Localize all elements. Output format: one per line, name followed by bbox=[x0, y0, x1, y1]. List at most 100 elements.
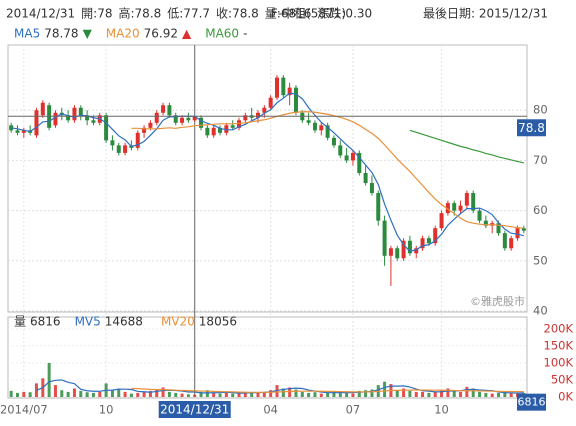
volume-bar bbox=[294, 389, 298, 397]
candle-body bbox=[388, 248, 393, 256]
candle-body bbox=[287, 87, 292, 96]
legend-trend: ▼ bbox=[83, 27, 93, 41]
volume-bar bbox=[231, 393, 235, 397]
volume-bar bbox=[237, 392, 241, 397]
volume-label: 量 bbox=[14, 315, 26, 329]
legend-name: MV5 bbox=[75, 315, 101, 329]
volume-bar bbox=[459, 391, 463, 397]
candle-body bbox=[135, 132, 140, 148]
candle-body bbox=[376, 193, 381, 221]
volume-bar bbox=[47, 362, 51, 397]
volume-bar bbox=[123, 391, 127, 397]
candle-body bbox=[414, 248, 419, 254]
candle-body bbox=[452, 203, 457, 211]
volume-bar bbox=[433, 391, 437, 397]
candle-body bbox=[268, 97, 273, 108]
candle-body bbox=[21, 130, 26, 133]
volume-bar bbox=[91, 392, 95, 397]
y-tick-label: 40 bbox=[533, 304, 548, 318]
watermark: ©雅虎股市 bbox=[470, 294, 525, 308]
candle-body bbox=[426, 238, 431, 244]
volume-bar bbox=[15, 392, 19, 397]
volume-bar bbox=[395, 390, 399, 397]
candle-body bbox=[312, 122, 317, 131]
volume-bar bbox=[129, 393, 133, 397]
volume-bar bbox=[256, 392, 260, 397]
ma-line bbox=[131, 387, 524, 393]
volume-bar bbox=[174, 392, 178, 397]
candle-body bbox=[173, 115, 178, 123]
volume-bar bbox=[288, 387, 292, 397]
candle-body bbox=[123, 145, 128, 153]
candle-body bbox=[458, 205, 463, 211]
candle-body bbox=[85, 115, 90, 121]
volume-bar bbox=[79, 390, 83, 397]
volume-bar bbox=[28, 392, 32, 397]
info-item: 開:78 bbox=[81, 7, 112, 21]
candle-body bbox=[237, 120, 242, 128]
volume-bar bbox=[9, 390, 13, 397]
volume-bar bbox=[446, 388, 450, 397]
candle-body bbox=[91, 120, 96, 123]
x-tick-label: 07 bbox=[346, 403, 361, 417]
volume-value: 6816 bbox=[30, 315, 61, 329]
volume-bar bbox=[357, 390, 361, 397]
volume-bar bbox=[148, 390, 152, 397]
volume-bar bbox=[53, 385, 57, 397]
volume-bar bbox=[471, 388, 475, 397]
candle-body bbox=[116, 145, 121, 153]
candle-body bbox=[262, 107, 267, 113]
candle-body bbox=[218, 127, 223, 133]
volume-bar bbox=[136, 392, 140, 397]
volume-bar bbox=[224, 392, 228, 397]
volume-bar bbox=[212, 392, 216, 397]
ma-line bbox=[36, 379, 524, 394]
candle-body bbox=[154, 112, 159, 123]
candle-body bbox=[395, 248, 400, 259]
x-tick-label: 04 bbox=[263, 403, 278, 417]
candle-body bbox=[471, 193, 476, 211]
candle-body bbox=[331, 137, 336, 146]
volume-bar bbox=[186, 394, 190, 397]
volume-bar bbox=[281, 388, 285, 397]
candle-body bbox=[477, 210, 482, 221]
y-tick-label: 100K bbox=[544, 355, 574, 369]
volume-bar bbox=[326, 392, 330, 397]
candle-body bbox=[515, 228, 520, 239]
volume-bar bbox=[319, 393, 323, 397]
volume-bar bbox=[427, 392, 431, 397]
candle-body bbox=[148, 122, 153, 128]
chart-title: F-中租(5871) bbox=[271, 6, 346, 21]
x-tick-label: 2014/07 bbox=[0, 403, 48, 417]
legend-name: MA5 bbox=[14, 27, 40, 41]
volume-bar bbox=[452, 390, 456, 397]
volume-bar bbox=[180, 393, 184, 397]
volume-bar bbox=[332, 391, 336, 397]
candle-body bbox=[433, 228, 438, 244]
candle-body bbox=[53, 112, 58, 126]
candle-body bbox=[344, 155, 349, 161]
candle-body bbox=[274, 77, 279, 98]
y-tick-label: 70 bbox=[533, 153, 548, 167]
volume-bar bbox=[383, 381, 387, 397]
candle-body bbox=[199, 117, 204, 128]
volume-bar bbox=[490, 393, 494, 397]
volume-bar bbox=[345, 392, 349, 397]
candle-body bbox=[78, 107, 83, 116]
candle-body bbox=[502, 233, 507, 249]
legend-value: 14688 bbox=[105, 315, 143, 329]
candle-body bbox=[496, 223, 501, 234]
info-item: 低:77.7 bbox=[167, 7, 210, 21]
crosshair-date-box bbox=[158, 401, 231, 418]
candle-body bbox=[224, 125, 229, 133]
x-tick-label: 10 bbox=[434, 403, 449, 417]
volume-bar bbox=[117, 388, 121, 397]
volume-bar bbox=[199, 391, 203, 397]
volume-bar bbox=[269, 390, 273, 397]
x-tick-label: 2014/12/31 bbox=[160, 403, 229, 417]
volume-bar bbox=[503, 391, 507, 397]
y-tick-label: 50 bbox=[533, 253, 548, 267]
volume-bar bbox=[370, 389, 374, 397]
x-tick-label: 10 bbox=[99, 403, 114, 417]
